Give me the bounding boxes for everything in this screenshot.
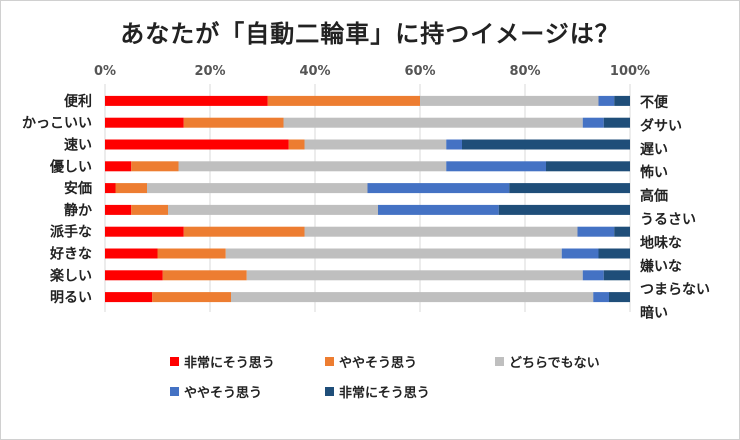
legend-swatch xyxy=(170,357,179,366)
bar-segment xyxy=(614,95,630,106)
bar-segment xyxy=(546,161,630,172)
bar-segment xyxy=(131,204,168,215)
bar-segment xyxy=(162,270,247,281)
opposite-label: うるさい xyxy=(640,212,696,228)
legend-item: ややそう思う xyxy=(325,352,417,371)
bar-segment xyxy=(168,204,378,215)
opposite-label: つまらない xyxy=(640,282,710,298)
bar-segment xyxy=(462,139,630,150)
x-tick-label: 100% xyxy=(610,64,650,79)
category-label: 優しい xyxy=(49,158,92,175)
bar-segment xyxy=(446,161,546,172)
bar-segment xyxy=(152,292,231,303)
bar-segment xyxy=(105,248,158,259)
legend-item: どちらでもない xyxy=(495,352,600,371)
bar-segment xyxy=(367,183,510,194)
bar-segment xyxy=(115,183,147,194)
opposite-label: 地味な xyxy=(640,234,682,251)
legend-swatch xyxy=(325,387,334,396)
bar-segment xyxy=(304,226,578,237)
legend-item: ややそう思う xyxy=(170,382,262,401)
bar-segment xyxy=(105,117,184,128)
legend-label: 非常にそう思う xyxy=(339,386,430,401)
bar-segment xyxy=(231,292,594,303)
opposite-label: ダサい xyxy=(640,117,682,134)
opposite-label: 嫌いな xyxy=(640,258,682,275)
x-tick-label: 20% xyxy=(194,64,225,79)
legend-swatch xyxy=(170,387,179,396)
category-label: 好きな xyxy=(49,246,92,263)
legend-item: 非常にそう思う xyxy=(325,382,430,401)
bar-segment xyxy=(131,161,179,172)
bar-segment xyxy=(598,95,615,106)
bar-segment xyxy=(267,95,420,106)
category-label: 明るい xyxy=(50,290,92,306)
legend-item: 非常にそう思う xyxy=(170,352,275,371)
bar-segment xyxy=(105,204,132,215)
legend-swatch xyxy=(495,357,504,366)
bar-segment xyxy=(105,292,153,303)
legend-label: 非常にそう思う xyxy=(184,356,275,371)
legend-label: どちらでもない xyxy=(509,356,600,371)
bar-segment xyxy=(509,183,630,194)
legend-label: ややそう思う xyxy=(184,386,263,401)
legend-swatch xyxy=(325,357,334,366)
bar-segment xyxy=(603,270,630,281)
opposite-label: 高価 xyxy=(640,188,668,205)
bar-segment xyxy=(498,204,630,215)
category-label: 便利 xyxy=(64,93,92,110)
bar-segment xyxy=(593,292,609,303)
x-tick-label: 60% xyxy=(404,64,435,79)
category-label: 静か xyxy=(64,202,92,219)
category-label: 派手な xyxy=(50,224,92,241)
bar-segment xyxy=(577,226,615,237)
opposite-label: 遅い xyxy=(640,142,668,158)
bar-segment xyxy=(178,161,447,172)
bar-segment xyxy=(603,117,630,128)
bar-segment xyxy=(446,139,462,150)
legend-label: ややそう思う xyxy=(339,356,418,371)
bar-segment xyxy=(105,95,268,106)
bar-segment xyxy=(105,270,163,281)
bar-segment xyxy=(246,270,583,281)
bar-segment xyxy=(614,226,630,237)
bar-segment xyxy=(105,183,116,194)
bar-segment xyxy=(378,204,499,215)
x-tick-label: 0% xyxy=(94,64,116,79)
bar-segment xyxy=(304,139,447,150)
opposite-label: 暗い xyxy=(640,305,668,322)
category-label: 安価 xyxy=(64,180,92,197)
chart-title: あなたが「自動二輪車」に持つイメージは？ xyxy=(120,20,620,48)
bar-segment xyxy=(283,117,583,128)
bar-segment xyxy=(105,139,289,150)
opposite-label: 怖い xyxy=(640,164,668,181)
bar-segment xyxy=(561,248,599,259)
bar-segment xyxy=(147,183,368,194)
bar-segment xyxy=(225,248,562,259)
bar-segment xyxy=(105,161,132,172)
bar-segment xyxy=(183,226,305,237)
bar-segment xyxy=(183,117,284,128)
bar-segment xyxy=(105,226,184,237)
bar-segment xyxy=(582,270,604,281)
opposite-label: 不便 xyxy=(640,94,669,111)
category-label: かっこいい xyxy=(22,116,92,132)
x-tick-label: 80% xyxy=(509,64,540,79)
bar-segment xyxy=(288,139,305,150)
bar-segment xyxy=(598,248,630,259)
category-label: 速い xyxy=(64,137,92,154)
bar-segment xyxy=(609,292,630,303)
bar-segment xyxy=(582,117,604,128)
bar-segment xyxy=(420,95,599,106)
x-tick-label: 40% xyxy=(299,64,330,79)
bar-segment xyxy=(157,248,226,259)
category-label: 楽しい xyxy=(49,267,92,284)
